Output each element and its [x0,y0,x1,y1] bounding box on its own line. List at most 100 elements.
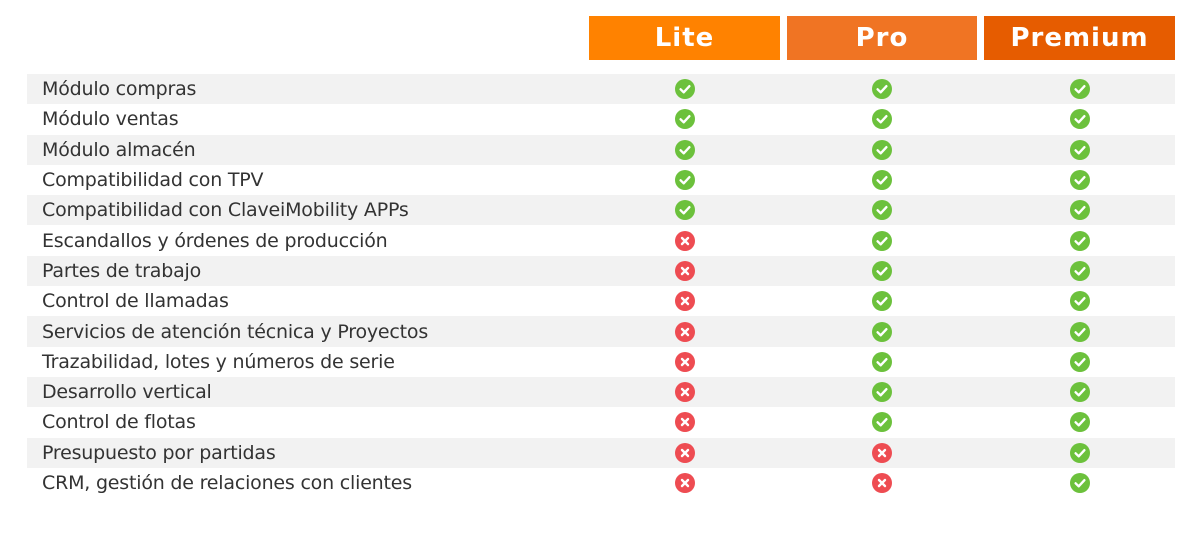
feature-row: Servicios de atención técnica y Proyecto… [27,316,1175,347]
availability-cell [589,438,780,468]
availability-cell [787,438,977,468]
availability-cell [589,347,780,377]
check-icon [1069,442,1090,463]
availability-cell [589,195,780,225]
cross-icon [674,230,695,251]
check-icon [674,200,695,221]
check-icon [1069,382,1090,403]
feature-comparison-table: Módulo compras Módulo ventas Módulo almacé… [27,74,1175,498]
check-icon [872,351,892,372]
check-icon [1069,109,1090,130]
feature-label: CRM, gestión de relaciones con clientes [42,472,412,494]
feature-label: Módulo compras [42,78,197,101]
cross-icon [674,351,695,372]
availability-cell [589,377,780,407]
availability-cell [984,377,1175,407]
feature-label: Partes de trabajo [42,259,202,282]
availability-cell [787,316,977,346]
cross-icon [872,473,892,493]
feature-label: Servicios de atención técnica y Proyecto… [42,320,429,343]
check-icon [872,200,892,221]
check-icon [1069,139,1090,160]
plan-header-premium: Premium [984,16,1175,60]
check-icon [872,79,892,100]
cross-icon [674,442,695,463]
availability-cell [984,438,1175,468]
check-icon [674,170,695,191]
availability-cell [589,135,780,165]
feature-row: Compatibilidad con ClaveiMobility APPs [27,195,1175,226]
feature-label: Escandallos y órdenes de producción [42,229,388,252]
availability-cell [787,407,977,437]
check-icon [1069,260,1090,281]
check-icon [872,109,892,130]
availability-cell [589,104,780,134]
feature-label: Compatibilidad con ClaveiMobility APPs [42,199,409,222]
feature-label: Módulo ventas [42,108,179,131]
feature-row: Partes de trabajo [27,255,1175,287]
availability-cell [984,74,1175,104]
feature-row: Presupuesto por partidas [27,437,1175,468]
check-icon [674,109,695,130]
availability-cell [984,256,1175,286]
check-icon [872,412,892,433]
availability-cell [984,195,1175,225]
availability-cell [589,286,780,316]
check-icon [1069,230,1090,251]
availability-cell [984,407,1175,437]
check-icon [872,382,892,403]
cross-icon [674,321,695,342]
availability-cell [787,286,977,316]
feature-label: Módulo almacén [42,138,196,161]
check-icon [1069,351,1090,372]
availability-cell [787,135,977,165]
availability-cell [787,377,977,407]
cross-icon [674,291,695,312]
cross-icon [674,473,695,493]
availability-cell [787,104,977,134]
availability-cell [589,74,780,104]
feature-label: Desarrollo vertical [42,381,212,404]
plan-header-pro: Pro [787,16,977,60]
availability-cell [984,135,1175,165]
availability-cell [589,225,780,255]
cross-icon [674,412,695,433]
feature-row: CRM, gestión de relaciones con clientes [27,468,1175,498]
feature-label: Compatibilidad con TPV [42,169,264,192]
check-icon [1069,200,1090,221]
availability-cell [984,165,1175,195]
availability-cell [787,347,977,377]
feature-row: Compatibilidad con TPV [27,165,1175,195]
availability-cell [787,256,977,286]
feature-row: Módulo compras [27,74,1175,105]
availability-cell [984,347,1175,377]
availability-cell [787,74,977,104]
availability-cell [589,468,780,498]
check-icon [872,260,892,281]
cross-icon [872,442,892,463]
check-icon [674,79,695,100]
check-icon [872,291,892,312]
availability-cell [984,316,1175,346]
availability-cell [787,195,977,225]
feature-row: Módulo almacén [27,134,1175,165]
check-icon [1069,291,1090,312]
check-icon [1069,412,1090,433]
cross-icon [674,382,695,403]
check-icon [1069,473,1090,493]
cross-icon [674,260,695,281]
feature-row: Módulo ventas [27,104,1175,134]
availability-cell [787,165,977,195]
availability-cell [589,256,780,286]
check-icon [1069,170,1090,191]
availability-cell [984,468,1175,498]
check-icon [872,230,892,251]
availability-cell [984,286,1175,316]
check-icon [1069,321,1090,342]
feature-label: Trazabilidad, lotes y números de serie [42,350,395,373]
feature-row: Desarrollo vertical [27,376,1175,408]
feature-label: Control de flotas [42,411,196,434]
check-icon [674,139,695,160]
feature-row: Control de llamadas [27,286,1175,316]
check-icon [1069,79,1090,100]
